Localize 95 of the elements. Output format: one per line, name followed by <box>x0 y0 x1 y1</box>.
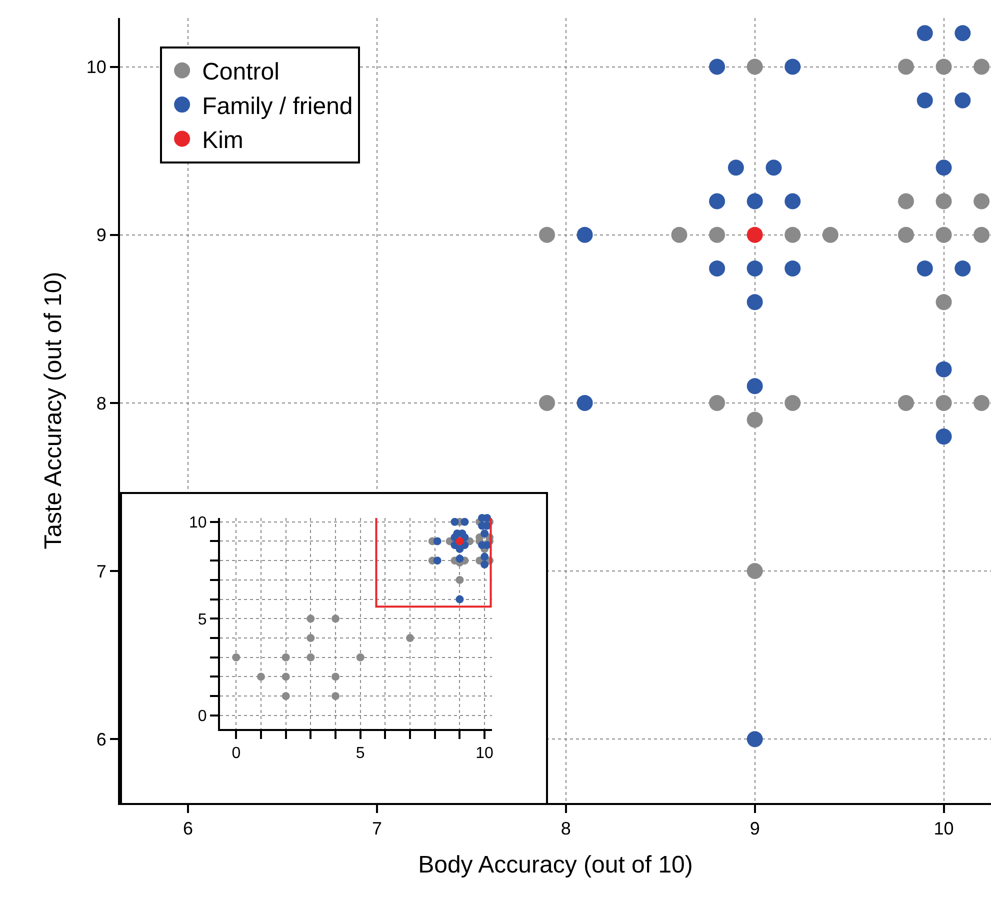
y-tick-label: 5 <box>198 611 207 628</box>
point <box>456 576 464 584</box>
point <box>766 160 782 176</box>
point <box>898 58 914 75</box>
point <box>916 260 933 276</box>
point <box>480 529 489 538</box>
x-tick-label: 9 <box>750 818 760 839</box>
point <box>916 92 933 108</box>
y-tick-label: 0 <box>198 708 207 726</box>
point <box>936 361 952 378</box>
point <box>746 731 763 748</box>
point <box>332 614 340 623</box>
point <box>936 428 952 445</box>
point <box>433 537 442 546</box>
x-tick-label: 10 <box>476 745 494 762</box>
point <box>332 672 340 681</box>
y-tick-label: 6 <box>96 729 106 750</box>
x-tick-label: 10 <box>934 818 954 839</box>
point <box>306 653 315 662</box>
point <box>332 692 340 700</box>
y-tick-label: 8 <box>96 393 106 414</box>
point <box>954 25 971 42</box>
point <box>746 58 763 75</box>
x-tick-label: 0 <box>232 745 241 762</box>
point <box>460 518 469 526</box>
point <box>456 595 464 604</box>
point <box>456 544 464 553</box>
point <box>974 226 990 243</box>
point <box>456 537 464 546</box>
point <box>954 260 971 276</box>
point <box>709 394 726 411</box>
point <box>709 58 726 75</box>
point <box>954 92 971 108</box>
x-tick-label: 8 <box>560 818 571 839</box>
y-tick-label: 10 <box>189 514 207 532</box>
point <box>671 226 688 243</box>
point <box>746 563 763 580</box>
y-tick-label: 7 <box>96 561 106 582</box>
point <box>746 226 763 243</box>
point <box>356 653 364 662</box>
legend-label: Family / friend <box>202 92 353 120</box>
point <box>746 193 763 210</box>
point <box>306 614 315 623</box>
point <box>232 653 240 662</box>
point <box>539 226 555 243</box>
y-tick-label: 10 <box>86 57 106 78</box>
point <box>406 634 414 642</box>
point <box>784 394 801 411</box>
point <box>433 556 442 565</box>
point <box>936 394 952 411</box>
point <box>784 58 801 75</box>
point <box>576 394 593 411</box>
point <box>450 518 459 526</box>
y-axis-title: Taste Accuracy (out of 10) <box>40 272 67 550</box>
point <box>746 260 763 276</box>
legend-label: Kim <box>202 127 244 154</box>
point <box>306 634 315 642</box>
point <box>480 560 489 568</box>
point <box>898 193 914 210</box>
point <box>784 260 801 276</box>
point <box>709 193 726 210</box>
point <box>784 193 801 210</box>
point <box>974 58 990 75</box>
point <box>936 193 952 210</box>
point <box>936 294 952 310</box>
point <box>480 552 489 561</box>
point <box>282 653 290 662</box>
y-tick-label: 9 <box>96 225 106 246</box>
point <box>898 226 914 243</box>
point <box>784 226 801 243</box>
point <box>576 226 593 243</box>
point <box>282 672 290 681</box>
point <box>936 160 952 176</box>
x-axis-title: Body Accuracy (out of 10) <box>418 851 693 878</box>
x-tick-label: 5 <box>356 745 365 762</box>
point <box>282 692 290 700</box>
point <box>709 260 726 276</box>
point <box>456 554 464 563</box>
point <box>916 25 933 42</box>
point <box>709 226 726 243</box>
point <box>746 378 763 394</box>
point <box>936 226 952 243</box>
x-tick-label: 6 <box>183 818 194 839</box>
legend-label: Control <box>202 58 280 86</box>
point <box>936 58 952 75</box>
point <box>746 412 763 428</box>
point <box>728 160 744 176</box>
point <box>256 672 265 681</box>
point <box>539 394 555 411</box>
point <box>974 193 990 210</box>
point <box>974 394 990 411</box>
x-tick-label: 7 <box>372 818 382 839</box>
point <box>898 394 914 411</box>
point <box>746 294 763 310</box>
point <box>822 226 838 243</box>
